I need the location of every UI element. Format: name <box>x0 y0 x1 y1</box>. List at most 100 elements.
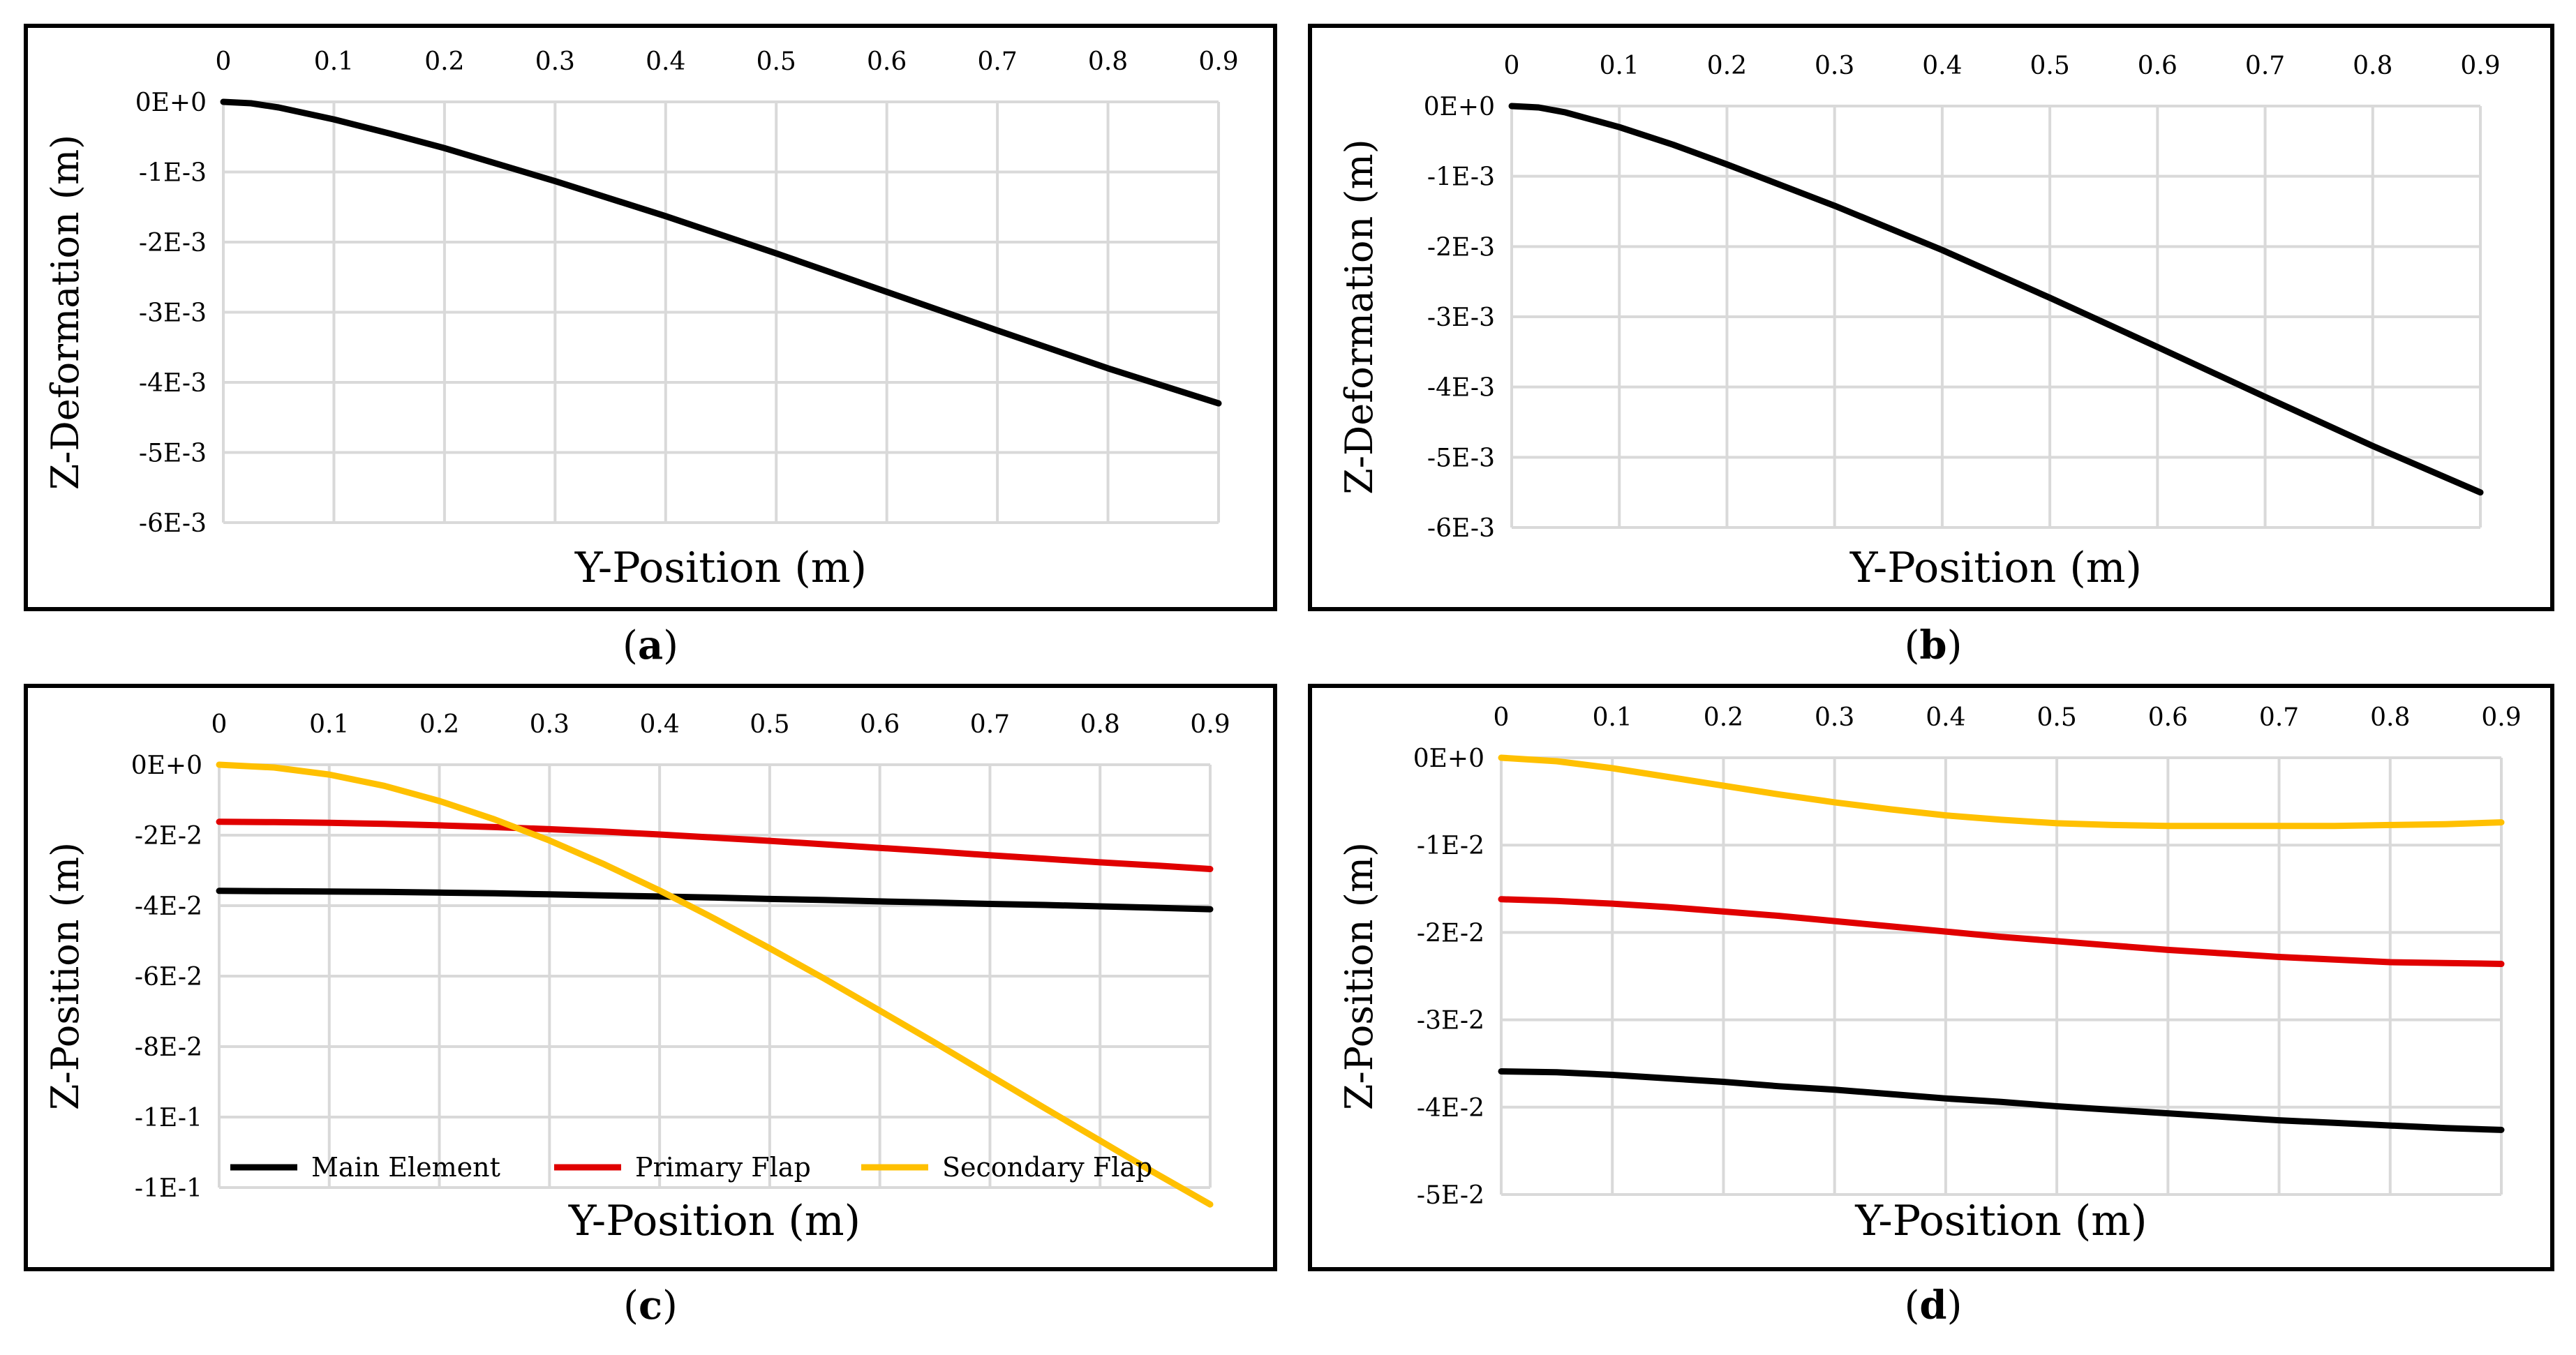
y-tick-label: -5E-3 <box>139 440 207 468</box>
y-tick-label: 0E+0 <box>1424 93 1495 121</box>
panel-label-c-close: ) <box>662 1283 678 1328</box>
x-tick-label: 0.7 <box>977 47 1017 76</box>
x-tick-label: 0.1 <box>1600 52 1639 80</box>
y-tick-label: -5E-3 <box>1427 444 1495 472</box>
panel-label-b-open: ( <box>1904 623 1920 668</box>
chart-panel-a: 0 0.1 0.2 0.3 0.4 0.5 0.6 0.7 0.8 0.9 0E+0 -1E-3 -2E… <box>24 24 1277 611</box>
x-tick-label: 0.5 <box>2030 52 2069 80</box>
x-tick-label: 0.7 <box>2259 703 2299 732</box>
series-lines <box>1498 754 2505 1133</box>
x-tick-label: 0.3 <box>1815 703 1854 732</box>
y-tick-label: -2E-2 <box>1417 919 1484 948</box>
x-tick-label: 0.9 <box>1190 710 1230 739</box>
x-tick-label: 0.4 <box>646 47 685 76</box>
series-line-secondary-flap <box>1498 754 2505 830</box>
x-tick-label: 0.2 <box>419 710 459 739</box>
x-tick-label: 0.5 <box>2037 703 2076 732</box>
x-tick-label: 0.8 <box>1088 47 1128 76</box>
y-tick-label: -6E-3 <box>139 509 207 538</box>
series-line-primary-flap <box>1498 896 2505 967</box>
x-tick-label: 0.1 <box>1593 703 1632 732</box>
y-tick-label: -3E-2 <box>1417 1007 1484 1035</box>
y-tick-label: -5E-2 <box>1417 1181 1484 1210</box>
series-line-0 <box>220 98 1222 407</box>
gridlines <box>1500 756 2503 1196</box>
series-lines <box>1508 103 2484 496</box>
y-tick-label: -1E-2 <box>1417 832 1484 860</box>
series-line-main-element <box>216 888 1214 913</box>
panel-label-c-open: ( <box>623 1283 639 1328</box>
y-tick-label: -4E-2 <box>1417 1094 1484 1123</box>
panel-label-d-close: ) <box>1946 1283 1963 1328</box>
x-tick-label: 0.2 <box>1707 52 1747 80</box>
series-line-secondary-flap <box>216 761 1214 1208</box>
x-tick-label: 0.2 <box>1704 703 1743 732</box>
y-tick-label: 0E+0 <box>1413 744 1484 773</box>
x-tick-label: 0.6 <box>2148 703 2188 732</box>
x-tick-label: 0.6 <box>867 47 907 76</box>
legend-label: Primary Flap <box>635 1152 811 1183</box>
y-tick-label: -3E-3 <box>1427 304 1495 332</box>
chart-panel-c: 0 0.1 0.2 0.3 0.4 0.5 0.6 0.7 0.8 0.9 0E+0 -2E-2 -4E… <box>24 684 1277 1271</box>
chart-frame <box>24 24 1277 611</box>
panel-label-c: (c) <box>581 1282 720 1328</box>
chart-svg-a: 0 0.1 0.2 0.3 0.4 0.5 0.6 0.7 0.8 0.9 0E+0 -1E-3 -2E… <box>24 24 1277 611</box>
legend-label: Secondary Flap <box>942 1152 1152 1183</box>
y-axis-title: Z-Position (m) <box>43 842 87 1110</box>
panel-label-c-letter: c <box>638 1282 663 1328</box>
x-tick-label: 0.3 <box>1815 52 1854 80</box>
series-line-primary-flap <box>216 818 1214 872</box>
series-line-0 <box>1508 103 2484 496</box>
y-tick-label: -2E-3 <box>1427 233 1495 262</box>
x-tick-label: 0.1 <box>314 47 354 76</box>
panel-label-a-open: ( <box>622 623 638 668</box>
series-line-main-element <box>1498 1068 2505 1133</box>
x-tick-label: 0.5 <box>757 47 796 76</box>
x-tick-label: 0.4 <box>639 710 679 739</box>
x-tick-label: 0.2 <box>424 47 464 76</box>
y-tick-label: -6E-3 <box>1427 514 1495 543</box>
chart-svg-c: 0 0.1 0.2 0.3 0.4 0.5 0.6 0.7 0.8 0.9 0E+0 -2E-2 -4E… <box>24 684 1277 1271</box>
x-tick-label: 0.8 <box>1080 710 1120 739</box>
y-tick-label: -4E-3 <box>139 369 207 398</box>
x-tick-label: 0.8 <box>2370 703 2410 732</box>
panel-label-d: (d) <box>1863 1282 2003 1328</box>
panel-label-a-letter: a <box>637 622 664 668</box>
y-tick-label: -1E-3 <box>139 159 207 188</box>
y-tick-label: -4E-2 <box>135 892 202 921</box>
x-tick-label: 0 <box>211 710 228 739</box>
y-tick-label: -1E-1 <box>135 1104 202 1132</box>
x-axis-title: Y-Position (m) <box>1854 1197 2147 1245</box>
chart-svg-b: 0 0.1 0.2 0.3 0.4 0.5 0.6 0.7 0.8 0.9 0E+0 -1E-3 -2E… <box>1308 24 2554 611</box>
x-tick-label: 0.1 <box>309 710 349 739</box>
panel-label-a-close: ) <box>663 623 678 668</box>
y-tick-label: -3E-3 <box>139 299 207 328</box>
x-axis-title: Y-Position (m) <box>574 544 867 592</box>
chart-panel-b: 0 0.1 0.2 0.3 0.4 0.5 0.6 0.7 0.8 0.9 0E+0 -1E-3 -2E… <box>1308 24 2554 611</box>
x-tick-label: 0.9 <box>2481 703 2521 732</box>
x-tick-label: 0.3 <box>530 710 569 739</box>
x-tick-label: 0 <box>1504 52 1520 80</box>
x-tick-label: 0.6 <box>2138 52 2177 80</box>
x-tick-label: 0.7 <box>2245 52 2285 80</box>
panel-label-d-open: ( <box>1904 1283 1920 1328</box>
chart-frame <box>1308 684 2554 1271</box>
x-tick-label: 0.6 <box>860 710 900 739</box>
x-axis-title: Y-Position (m) <box>1849 544 2142 592</box>
y-tick-label: -1E-1 <box>135 1174 202 1203</box>
panel-label-d-letter: d <box>1919 1282 1947 1328</box>
legend-label: Main Element <box>311 1152 500 1183</box>
y-tick-label: -8E-2 <box>135 1033 202 1062</box>
panel-label-a: (a) <box>581 622 720 668</box>
panel-label-b-letter: b <box>1919 622 1947 668</box>
series-lines <box>216 761 1214 1208</box>
legend: Main Element Primary Flap Secondary Flap <box>230 1152 1152 1183</box>
y-tick-label: -4E-3 <box>1427 374 1495 403</box>
x-tick-label: 0.5 <box>750 710 789 739</box>
y-tick-label: -6E-2 <box>135 963 202 991</box>
chart-svg-d: 0 0.1 0.2 0.3 0.4 0.5 0.6 0.7 0.8 0.9 0E+0 -1E-2 -2E… <box>1308 684 2554 1271</box>
x-tick-label: 0.4 <box>1926 703 1965 732</box>
x-tick-label: 0.8 <box>2353 52 2392 80</box>
y-axis-title: Z-Position (m) <box>1337 842 1381 1110</box>
y-tick-label: -2E-3 <box>139 229 207 257</box>
